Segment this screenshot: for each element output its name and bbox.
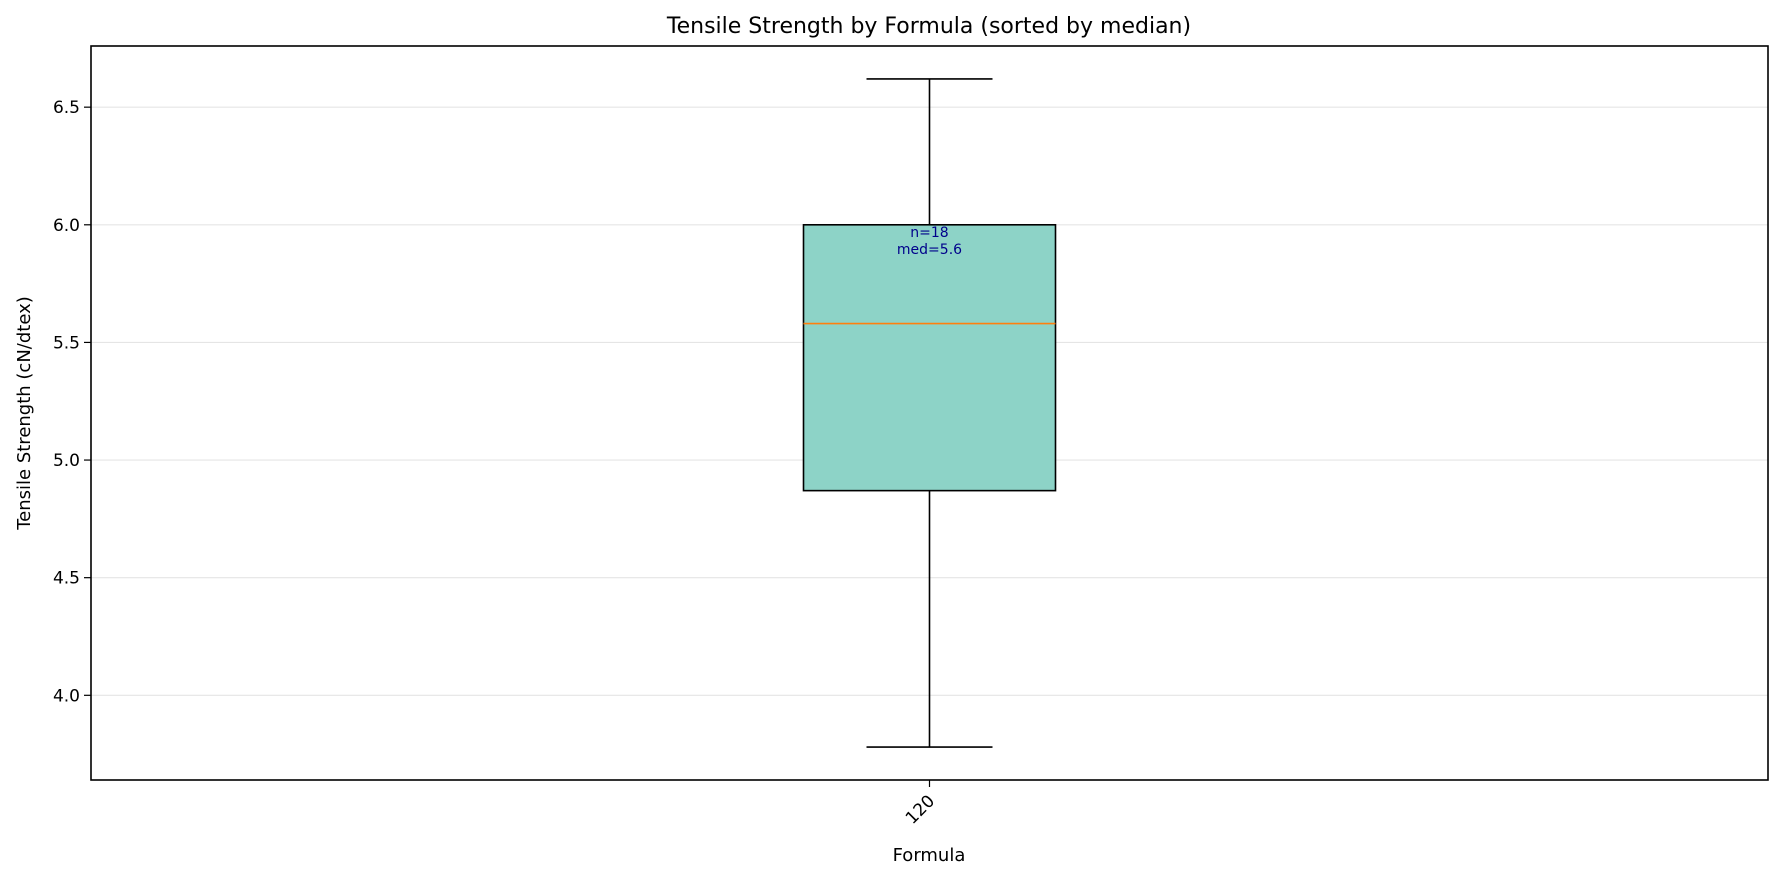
iqr-box [802, 223, 1057, 492]
y-axis: 4.0 4.5 5.0 5.5 6.0 6.5 [53, 98, 91, 706]
x-axis: 120 [902, 780, 939, 828]
x-axis-label: Formula [893, 845, 966, 866]
box-annotation: n=18 [910, 225, 948, 241]
x-tick-label: 120 [902, 791, 939, 828]
y-tick-label: 5.0 [53, 451, 80, 471]
y-tick-label: 4.0 [53, 686, 80, 706]
box-annotation: med=5.6 [897, 242, 962, 258]
y-tick-label: 4.5 [53, 569, 80, 589]
y-axis-label: Tensile Strength (cN/dtex) [14, 296, 35, 531]
y-tick-label: 6.5 [53, 98, 80, 118]
plot-frame [90, 45, 1769, 781]
y-tick-label: 6.0 [53, 216, 80, 236]
y-tick-label: 5.5 [53, 333, 80, 353]
chart-title: Tensile Strength by Formula (sorted by m… [666, 14, 1191, 39]
